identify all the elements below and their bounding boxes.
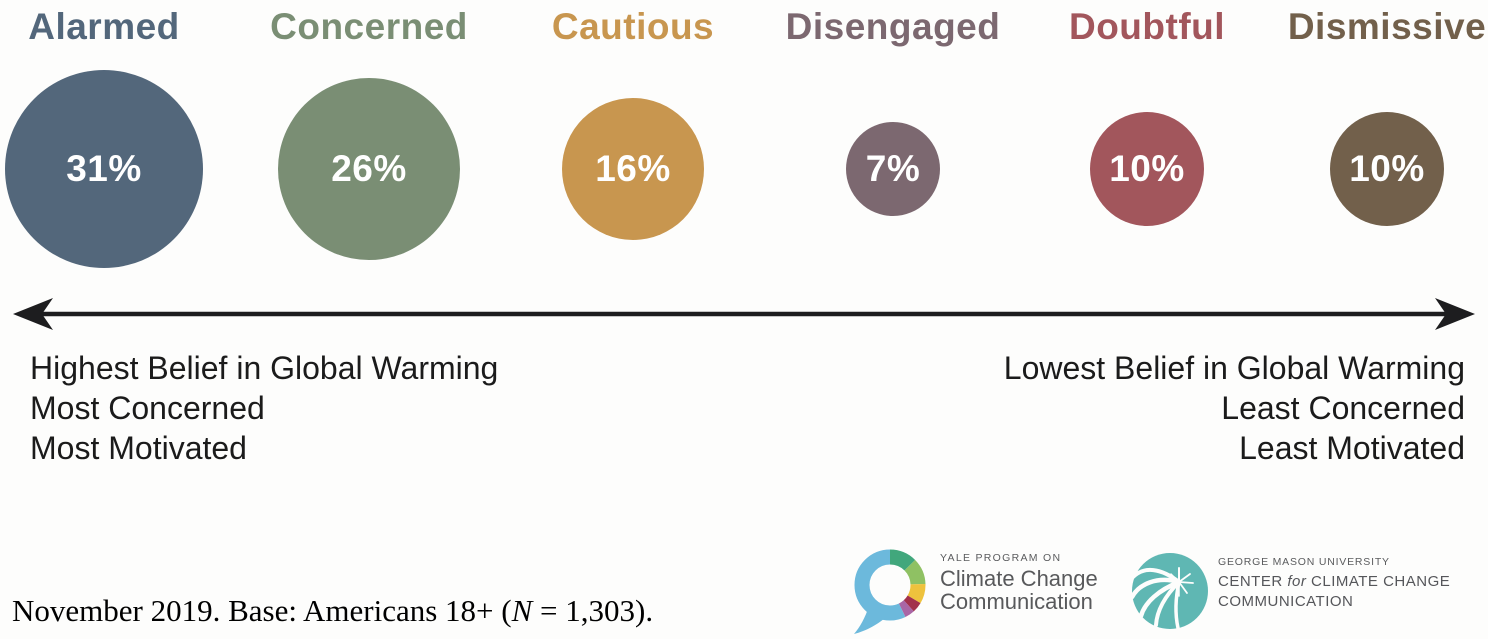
segment-percent: 16% bbox=[595, 148, 671, 189]
left-descriptor-line: Most Motivated bbox=[30, 430, 247, 466]
gmu-logo-line1: CENTER for CLIMATE CHANGE bbox=[1218, 572, 1450, 592]
gmu-climate-communication-logo: GEORGE MASON UNIVERSITY CENTER for CLIMA… bbox=[1131, 551, 1450, 633]
right-descriptor-line: Least Concerned bbox=[1221, 390, 1465, 426]
gmu-line1-pre: CENTER bbox=[1218, 573, 1288, 590]
segment-percent: 10% bbox=[1109, 148, 1185, 189]
segment-label: Disengaged bbox=[785, 6, 1001, 47]
left-descriptor-block: Highest Belief in Global Warming Most Co… bbox=[30, 348, 498, 468]
segment-percent: 31% bbox=[66, 148, 142, 189]
source-note-prefix: November 2019. Base: Americans 18+ ( bbox=[12, 593, 512, 628]
source-note-n-symbol: N bbox=[511, 593, 533, 628]
segment-circle: 31% bbox=[5, 70, 203, 268]
left-descriptor-line: Most Concerned bbox=[30, 390, 265, 426]
segment-circle: 7% bbox=[846, 122, 940, 216]
segment-label: Doubtful bbox=[1068, 6, 1226, 47]
yale-logo-line2: Communication bbox=[940, 589, 1093, 614]
right-descriptor-line: Lowest Belief in Global Warming bbox=[1003, 350, 1465, 386]
right-descriptor-block: Lowest Belief in Global Warming Least Co… bbox=[1004, 348, 1465, 468]
yale-logo-eyebrow: YALE PROGRAM ON bbox=[940, 552, 1062, 564]
segment-circle: 10% bbox=[1090, 112, 1204, 226]
double-arrow-icon bbox=[13, 298, 1475, 330]
source-note-suffix: = 1,303). bbox=[532, 593, 654, 628]
gmu-logo-text: GEORGE MASON UNIVERSITY CENTER for CLIMA… bbox=[1218, 551, 1450, 612]
segment-percent: 10% bbox=[1349, 148, 1425, 189]
gmu-line1-post: CLIMATE CHANGE bbox=[1306, 573, 1451, 590]
segment-circle: 16% bbox=[562, 98, 704, 240]
gmu-burst-globe-icon bbox=[1131, 553, 1208, 630]
gmu-line1-for: for bbox=[1287, 573, 1307, 590]
left-descriptor-line: Highest Belief in Global Warming bbox=[30, 350, 499, 386]
segment-label: Alarmed bbox=[28, 6, 180, 47]
yale-logo-line1: Climate Change bbox=[940, 566, 1098, 591]
segment-label: Cautious bbox=[551, 6, 715, 47]
yale-speech-bubble-ring-icon bbox=[854, 549, 926, 634]
gmu-logo-eyebrow: GEORGE MASON UNIVERSITY bbox=[1218, 556, 1390, 568]
right-descriptor-line: Least Motivated bbox=[1239, 430, 1465, 466]
source-note: November 2019. Base: Americans 18+ (N = … bbox=[12, 593, 653, 629]
segment-label: Concerned bbox=[270, 6, 468, 47]
gmu-logo-line2: COMMUNICATION bbox=[1218, 593, 1354, 610]
yale-climate-communication-logo: YALE PROGRAM ON Climate Change Communica… bbox=[852, 548, 1098, 636]
yale-logo-text: YALE PROGRAM ON Climate Change Communica… bbox=[940, 548, 1098, 613]
segment-circle: 26% bbox=[278, 78, 460, 260]
segment-label: Dismissive bbox=[1287, 6, 1487, 47]
segment-percent: 26% bbox=[331, 148, 407, 189]
segment-circle: 10% bbox=[1330, 112, 1444, 226]
segment-percent: 7% bbox=[865, 148, 921, 189]
